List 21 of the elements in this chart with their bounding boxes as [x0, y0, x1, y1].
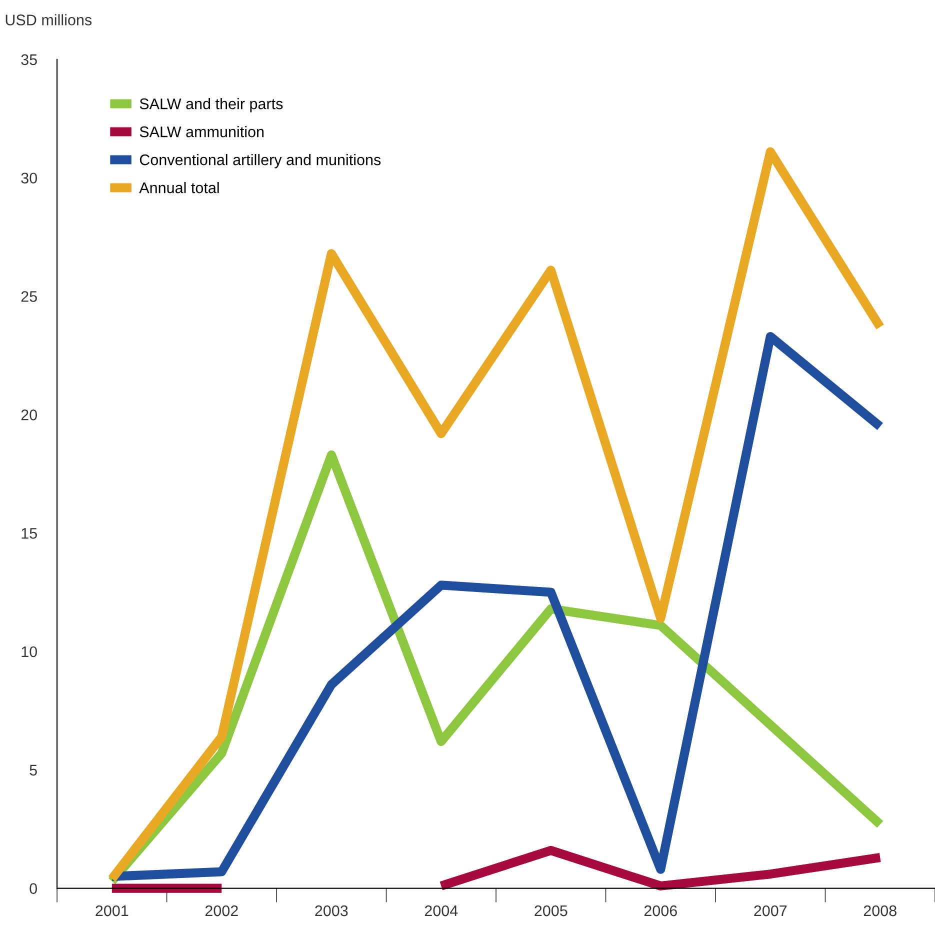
x-tick-label: 2001 [96, 905, 128, 916]
x-tick-label: 2004 [424, 905, 458, 916]
legend-label: SALW ammunition [140, 126, 264, 138]
legend-label: Annual total [139, 182, 219, 194]
y-tick-label: 35 [21, 54, 37, 66]
x-tick-label: 2002 [205, 905, 238, 916]
y-tick-label: 30 [21, 172, 37, 184]
legend-label: SALW and their parts [140, 98, 283, 112]
y-tick-label: 25 [21, 291, 37, 302]
y-tick-label: 0 [30, 883, 37, 894]
y-tick-label: 20 [21, 410, 37, 420]
y-tick-label: 10 [22, 646, 37, 658]
y-tick-label: 15 [22, 528, 37, 539]
x-tick-label: 2006 [644, 905, 677, 916]
y-tick-label: 5 [30, 764, 37, 776]
x-tick-label: 2008 [864, 905, 896, 916]
y-axis-title: USD millions [6, 14, 92, 26]
legend-label: Conventional artillery and munitions [140, 154, 381, 168]
x-tick-label: 2005 [534, 905, 568, 916]
x-tick-label: 2003 [315, 905, 348, 916]
x-tick-label: 2007 [754, 905, 787, 916]
